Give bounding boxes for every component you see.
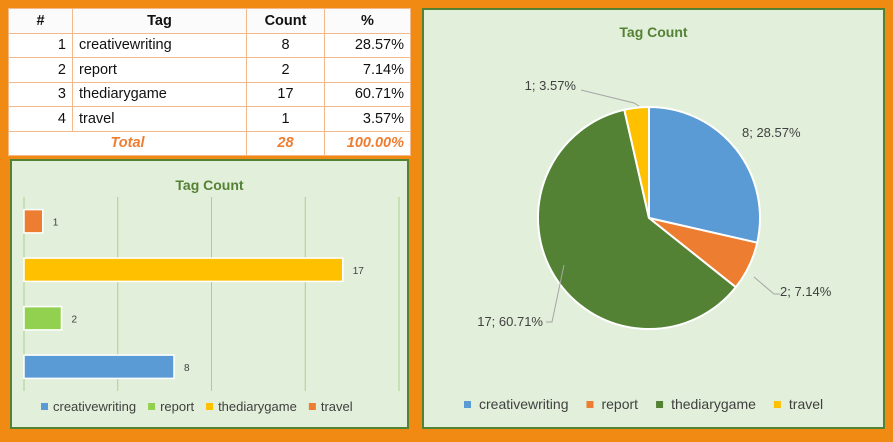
bar-data-label: 2 (72, 314, 78, 325)
legend-swatch (656, 401, 664, 408)
bar-travel (23, 208, 44, 234)
tag-count-table-wrap: # Tag Count % 1 creativewriting 8 28.57%… (8, 8, 411, 156)
pie-chart: 8; 28.57% 2; 7.14% 17; 60.71% 1; 3.57% creat… (464, 78, 832, 412)
row-count: 8 (246, 32, 325, 58)
legend-swatch (586, 401, 594, 408)
legend-label: travel (789, 396, 823, 412)
row-percent: 28.57% (324, 32, 411, 58)
legend-swatch (464, 401, 471, 408)
row-count: 1 (246, 106, 325, 132)
bar-chart: 1 17 2 8 creativewriting report thediarygame tr… (23, 197, 400, 414)
table-header-row: # Tag Count % (8, 8, 411, 34)
bar-thediarygame (23, 257, 344, 283)
pie-leader-line (753, 276, 780, 295)
row-number: 1 (8, 32, 73, 58)
row-number: 4 (8, 106, 73, 132)
legend-label: travel (321, 399, 353, 414)
legend-label: report (160, 399, 194, 414)
total-count: 28 (246, 130, 325, 156)
header-tag: Tag (72, 8, 247, 34)
pie-slice-travel (623, 105, 650, 219)
pie-leader-line (580, 89, 640, 107)
table-row: 2 report 2 7.14% (8, 57, 411, 83)
pie-chart-title: Tag Count (619, 24, 688, 40)
legend-swatch (308, 403, 316, 410)
pie-data-label: 8; 28.57% (742, 125, 801, 140)
table-total-row: Total 28 100.00% (8, 130, 411, 156)
row-tag: thediarygame (72, 81, 247, 107)
row-tag: creativewriting (72, 32, 247, 58)
bar-chart-title: Tag Count (175, 177, 244, 193)
legend-swatch (148, 403, 156, 410)
table-row: 1 creativewriting 8 28.57% (8, 32, 411, 58)
bar-creativewriting (23, 354, 175, 380)
pie-data-label: 1; 3.57% (525, 78, 577, 93)
row-count: 2 (246, 57, 325, 83)
row-number: 2 (8, 57, 73, 83)
bar-data-label: 1 (53, 217, 59, 228)
pie-data-label: 17; 60.71% (477, 314, 543, 329)
row-number: 3 (8, 81, 73, 107)
table-row: 4 travel 1 3.57% (8, 106, 411, 132)
row-percent: 60.71% (324, 81, 411, 107)
legend-label: thediarygame (671, 396, 756, 412)
row-percent: 3.57% (324, 106, 411, 132)
bar-report (23, 305, 63, 331)
pie-slice-creativewriting (648, 105, 761, 244)
pie-leader-line (546, 264, 565, 323)
legend-label: creativewriting (479, 396, 568, 412)
legend-swatch (206, 403, 214, 410)
header-number: # (8, 8, 73, 34)
legend-label: thediarygame (218, 399, 297, 414)
bar-data-label: 8 (184, 363, 190, 374)
legend-label: creativewriting (53, 399, 136, 414)
bar-data-label: 17 (353, 266, 365, 277)
total-label: Total (8, 130, 247, 156)
row-tag: travel (72, 106, 247, 132)
table-row: 3 thediarygame 17 60.71% (8, 81, 411, 107)
legend-swatch (41, 403, 48, 410)
header-percent: % (324, 8, 411, 34)
legend-swatch (773, 401, 781, 408)
pie-data-label: 2; 7.14% (780, 284, 832, 299)
pie-slice-thediarygame (537, 108, 738, 330)
pie-chart-panel: Tag Count 8; 28.57% 2; 7.14% 17; 60.71% 1; … (422, 8, 885, 429)
row-tag: report (72, 57, 247, 83)
row-percent: 7.14% (324, 57, 411, 83)
total-percent: 100.00% (324, 130, 411, 156)
row-count: 17 (246, 81, 325, 107)
tag-count-table: # Tag Count % 1 creativewriting 8 28.57%… (8, 8, 411, 156)
bar-chart-panel: Tag Count 1 17 2 8 creativewriting report thed… (10, 159, 409, 429)
header-count: Count (246, 8, 325, 34)
legend-label: report (601, 396, 638, 412)
